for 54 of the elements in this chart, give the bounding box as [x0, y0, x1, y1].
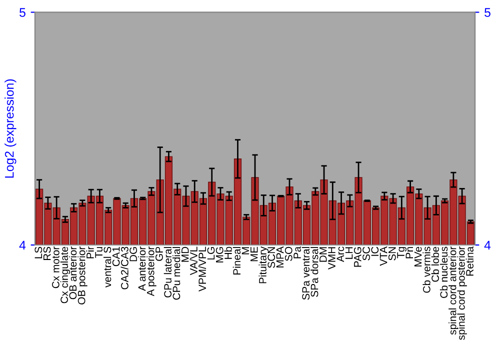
x-tick-label: Pir [86, 246, 94, 258]
x-tick-label: MVe [414, 246, 422, 266]
x-tick-label: LG [207, 247, 215, 260]
x-tick-label: LH [345, 247, 353, 259]
x-tick-label: Cb lobe [431, 246, 439, 282]
x-tick-label: Cb vermis [422, 246, 430, 293]
x-tick-label: M [242, 247, 250, 254]
x-tick-label: IC [371, 246, 379, 256]
y-axis-title: Log2 (expression) [4, 79, 16, 178]
x-tick-label: OB posterior [78, 246, 88, 304]
x-tick-label: SPa ventral [302, 247, 310, 300]
x-tick-label: PAG [354, 247, 362, 267]
x-tick-label: CPu medial [172, 247, 180, 300]
x-tick-label: MPA [276, 246, 284, 268]
x-tick-label: A posterior [146, 246, 156, 296]
x-tick-label: Pituitary [258, 246, 268, 284]
x-tick-label: SO [284, 246, 292, 261]
x-tick-label: SC [362, 246, 370, 260]
y2-tick-label: 4 [484, 240, 491, 250]
y2-tick-label: 5 [484, 8, 490, 17]
x-tick-label: MG [216, 247, 224, 262]
x-tick-label: DG [130, 247, 138, 262]
x-tick-label: ME [250, 246, 258, 262]
x-tick-label: Tu [95, 247, 102, 258]
x-tick-label: VA/VL [190, 246, 198, 276]
x-tick-label: Hb [224, 246, 232, 259]
x-tick-label: VPM/VPL [198, 246, 206, 292]
x-tick-label: Pn [406, 247, 413, 258]
x-tick-label: spinal cord anterior [448, 246, 458, 335]
x-tick-label: Pineal [232, 247, 241, 274]
x-tick-label: OB anterior [68, 246, 77, 300]
x-tick-label: Cb nucleus [440, 246, 448, 298]
x-tick-label: SPa dorsal [310, 247, 318, 297]
x-tick-label: Cx cingulate [60, 246, 70, 304]
x-tick-label: RS [43, 246, 51, 260]
x-tick-label: MD [182, 246, 189, 262]
x-tick-label: CPu lateral [164, 247, 172, 298]
x-tick-label: SN [388, 247, 396, 260]
x-tick-label: Cx motor [52, 246, 60, 288]
x-tick-label: Pa [294, 246, 301, 258]
x-tick-label: GP [156, 246, 163, 261]
x-tick-label: ventral S [103, 246, 112, 288]
x-tick-label: A anterior [138, 246, 146, 291]
x-tick-label: Retina [466, 246, 474, 276]
x-tick-label: DM [320, 247, 327, 262]
x-tick-label: VTA [380, 246, 388, 266]
x-tick-label: Arc [336, 246, 344, 262]
x-tick-label: spinal cord posterior [457, 246, 467, 340]
x-tick-label: Tg [397, 247, 407, 258]
x-tick-label: CA2/CA3 [120, 246, 128, 290]
x-tick-label: CA1 [112, 246, 120, 266]
x-tick-label: VMH [328, 247, 336, 270]
x-tick-label: LS [34, 246, 42, 258]
x-tick-label: SCN [268, 247, 276, 268]
